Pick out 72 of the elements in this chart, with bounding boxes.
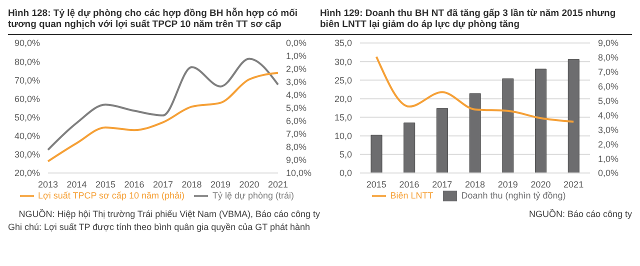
y2-tick-label: 7,0% <box>286 129 307 140</box>
y2-tick-label: 9,0% <box>286 155 307 166</box>
y-tick-label: 0,0 <box>339 168 352 178</box>
x-tick-label: 2017 <box>152 179 174 190</box>
legend-label: Doanh thu (nghìn tỷ đồng) <box>461 190 566 200</box>
bar <box>404 122 416 173</box>
y-tick-label: 35,0 <box>334 38 352 48</box>
x-tick-label: 2013 <box>38 179 58 190</box>
y2-tick-label: 6,0% <box>598 82 619 92</box>
x-tick-label: 2019 <box>498 179 518 190</box>
y2-tick-label: 1,0% <box>286 51 307 62</box>
y2-tick-label: 4,0% <box>598 110 619 120</box>
legend-label: Biên LNTT <box>390 190 434 200</box>
y2-tick-label: 0,0% <box>286 38 307 48</box>
y2-tick-label: 10,0% <box>286 168 312 178</box>
y2-tick-label: 7,0% <box>598 67 619 78</box>
x-tick-label: 2015 <box>366 179 386 190</box>
y-tick-label: 60,0% <box>14 94 40 104</box>
text: NGUỒN: Hiệp hội Thị trường Trái phiếu Việt Nam (VBMA), Báo cáo công ty <box>18 209 320 220</box>
x-tick-label: 2021 <box>564 179 584 190</box>
y2-tick-label: 6,0% <box>286 116 307 126</box>
y-tick-label: 25,0 <box>334 75 352 86</box>
y-tick-label: 20,0 <box>334 94 352 104</box>
bar <box>568 59 580 173</box>
y2-tick-label: 5,0% <box>598 96 619 106</box>
y2-tick-label: 3,0% <box>286 77 307 88</box>
y2-tick-label: 8,0% <box>598 52 619 63</box>
y2-tick-label: 0,0% <box>598 168 619 178</box>
x-tick-label: 2018 <box>182 179 202 190</box>
x-tick-label: 2016 <box>399 179 420 190</box>
x-tick-label: 2021 <box>268 179 288 190</box>
y-tick-label: 15,0 <box>334 112 352 122</box>
x-tick-label: 2020 <box>530 179 551 190</box>
legend-label: Tỷ lệ dự phòng (trái) <box>212 190 294 200</box>
bar <box>502 78 514 173</box>
y-tick-label: 80,0% <box>14 56 40 67</box>
y2-tick-label: 2,0% <box>286 64 307 74</box>
line-series <box>375 56 575 123</box>
y-tick-label: 40,0% <box>14 131 40 142</box>
text: Ghi chú: Lợi suất TP được tính theo bình quân gia quyền của GT phát hành <box>8 222 312 233</box>
y2-tick-label: 1,0% <box>598 154 619 164</box>
y2-tick-label: 3,0% <box>598 124 619 135</box>
y-tick-label: 50,0% <box>14 112 40 122</box>
line-series <box>47 58 279 151</box>
y2-tick-label: 2,0% <box>598 139 619 150</box>
y2-tick-label: 8,0% <box>286 142 307 152</box>
y-tick-label: 90,0% <box>14 38 40 48</box>
bar <box>370 134 382 173</box>
y2-tick-label: 4,0% <box>286 90 307 100</box>
y-tick-label: 30,0 <box>334 56 352 67</box>
y2-tick-label: 5,0% <box>286 103 307 114</box>
x-tick-label: 2015 <box>95 179 116 190</box>
x-tick-label: 2019 <box>210 179 231 190</box>
y-tick-label: 70,0% <box>14 75 40 86</box>
x-tick-label: 2016 <box>124 179 144 190</box>
y-tick-label: 5,0 <box>339 150 352 160</box>
x-tick-label: 2018 <box>464 179 486 190</box>
bar <box>535 68 547 173</box>
x-tick-label: 2014 <box>66 179 87 190</box>
y-tick-label: 20,0% <box>14 168 40 178</box>
y-tick-label: 30,0% <box>14 150 40 160</box>
x-tick-label: 2017 <box>432 179 452 190</box>
legend-label: Lợi suất TPCP sơ cấp 10 năm (phải) <box>38 190 184 200</box>
text: NGUỒN: Báo cáo công ty <box>528 209 632 220</box>
y2-tick-label: 9,0% <box>598 38 619 48</box>
bar <box>436 108 448 173</box>
line-series <box>47 72 279 162</box>
chart-title: Hình 129: Doanh thu BH NT đã tăng gấp 3 lần từ năm 2015 nhưng biên LNTT lại giảm do áp lực dự phòng tăng <box>320 8 632 35</box>
y-tick-label: 10,0 <box>334 131 352 142</box>
x-tick-label: 2020 <box>239 179 260 190</box>
bar <box>469 93 481 173</box>
chart-title: Hình 128: Tỷ lệ dự phòng cho các hợp đồng BH hỗn hợp có mối tương quan nghịch với lợi suất TPCP 10 năm trên TT sơ cấp <box>8 8 320 35</box>
